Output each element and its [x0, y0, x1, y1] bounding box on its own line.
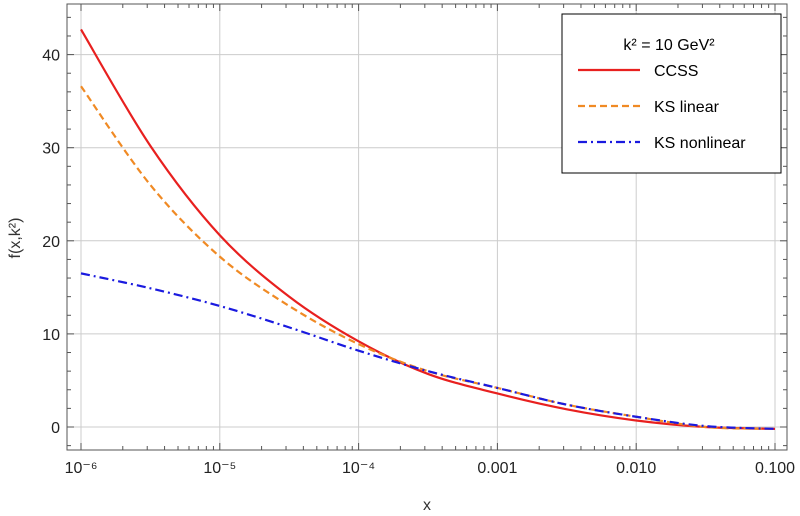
legend-label-1: KS linear — [654, 99, 720, 116]
legend: k² = 10 GeV² CCSS KS linear KS nonlinear — [561, 13, 782, 174]
y-tick-label-4: 40 — [42, 48, 60, 65]
series-line-ks-nonlinear — [80, 272, 776, 430]
y-tick-label-3: 30 — [42, 141, 60, 158]
legend-entries: CCSS KS linear KS nonlinear — [578, 63, 746, 152]
plot-frame — [66, 3, 788, 451]
axis-ticks: 10⁻⁶ 10⁻⁵ 10⁻⁴ 0.001 0.010 0.100 0 10 20 30 40 — [42, 4, 795, 477]
x-tick-label-1: 10⁻⁵ — [203, 460, 236, 477]
series-line-ks-linear — [80, 85, 776, 430]
x-tick-label-5: 0.100 — [755, 460, 795, 477]
x-tick-label-4: 0.010 — [616, 460, 656, 477]
plot-border — [66, 3, 788, 451]
x-tick-label-0: 10⁻⁶ — [65, 460, 98, 477]
x-tick-label-3: 0.001 — [477, 460, 517, 477]
legend-box — [561, 13, 782, 174]
y-tick-label-0: 0 — [51, 420, 60, 437]
legend-label-2: KS nonlinear — [654, 135, 746, 152]
legend-label-0: CCSS — [654, 63, 698, 80]
legend-title: k² = 10 GeV² — [623, 37, 715, 54]
x-tick-label-2: 10⁻⁴ — [342, 460, 375, 477]
y-tick-label-1: 10 — [42, 327, 60, 344]
series-lines — [80, 28, 776, 430]
y-tick-label-2: 20 — [42, 234, 60, 251]
x-axis-label: x — [423, 497, 431, 514]
series-line-ccss — [80, 28, 776, 430]
y-axis-label: f(x,k²) — [7, 218, 24, 259]
